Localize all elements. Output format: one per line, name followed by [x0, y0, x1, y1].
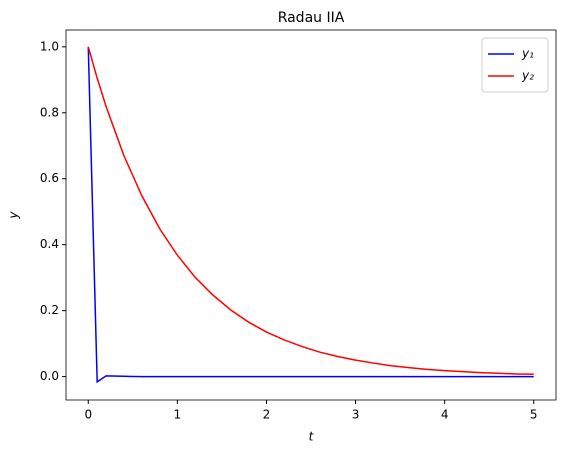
y-tick-label: 1.0 [40, 39, 59, 53]
legend-label: y₂ [521, 69, 534, 83]
x-tick-label: 2 [263, 408, 271, 422]
y-tick-label: 0.6 [40, 171, 59, 185]
x-tick-label: 1 [174, 408, 182, 422]
y-axis-label: y [7, 211, 21, 220]
y-tick-label: 0.4 [40, 237, 59, 251]
y-tick-label: 0.2 [40, 303, 59, 317]
x-tick-label: 4 [441, 408, 449, 422]
x-axis-label: t [309, 430, 315, 444]
line [87, 46, 534, 384]
y-tick-label: 0.8 [40, 105, 59, 119]
x-tick-label: 0 [84, 408, 92, 422]
legend-box [481, 37, 549, 93]
x-tick-label: 3 [352, 408, 360, 422]
chart-title: Radau IIA [278, 10, 345, 26]
plot-frame [65, 29, 557, 401]
y-tick-label: 0.0 [40, 369, 59, 383]
line [87, 46, 534, 376]
legend-label: y₁ [521, 47, 534, 61]
x-tick-label: 5 [530, 408, 538, 422]
